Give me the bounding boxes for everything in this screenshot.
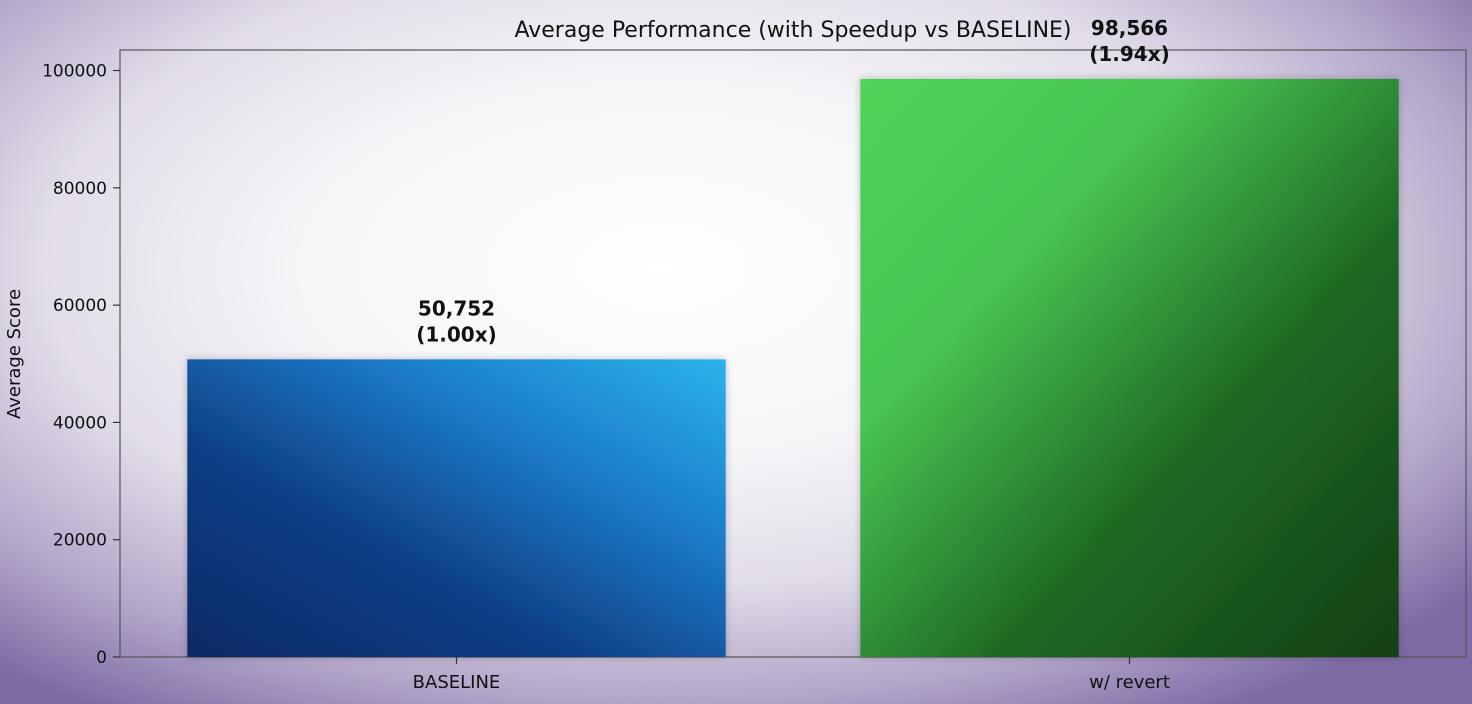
x-axis: BASELINE w/ revert: [413, 657, 1170, 693]
y-tick-label: 60000: [53, 296, 107, 316]
bar-value-label: 50,752: [418, 296, 495, 320]
x-tick-label: w/ revert: [1089, 672, 1170, 693]
bar-speedup-label: (1.94x): [1089, 42, 1170, 66]
bar-labels: 50,752(1.00x) 98,566(1.94x): [416, 16, 1170, 346]
bar-baseline: [187, 359, 726, 657]
bar-w-revert: [860, 78, 1399, 658]
x-tick-label: BASELINE: [413, 672, 501, 693]
bars: [187, 78, 1399, 658]
y-axis-label: Average Score: [4, 289, 25, 419]
y-tick-label: 100000: [42, 62, 107, 82]
bar-value-label: 98,566: [1091, 16, 1168, 40]
y-tick-label: 80000: [53, 179, 107, 199]
y-tick-label: 20000: [53, 531, 107, 551]
y-tick-label: 40000: [53, 413, 107, 433]
bar-speedup-label: (1.00x): [416, 322, 497, 346]
plot-frame: [119, 49, 1467, 658]
y-tick-label: 0: [96, 648, 107, 668]
y-axis: 0 20000 40000 60000 80000 100000: [42, 62, 120, 668]
chart-title: Average Performance (with Speedup vs BAS…: [514, 18, 1071, 43]
